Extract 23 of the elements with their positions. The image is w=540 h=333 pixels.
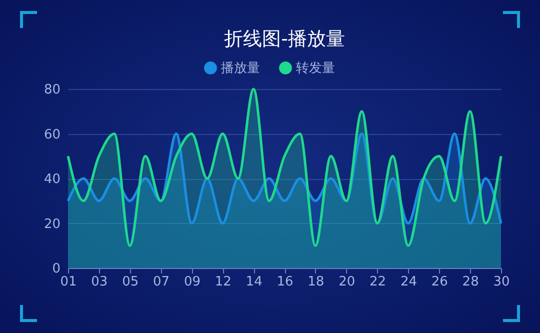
x-tick-label: 01 bbox=[60, 274, 77, 290]
x-tick-label: 03 bbox=[91, 274, 108, 290]
legend-label: 播放量 bbox=[221, 60, 260, 76]
x-tick-label: 22 bbox=[370, 274, 386, 290]
y-tick-label: 60 bbox=[44, 127, 60, 142]
x-tick-label: 18 bbox=[308, 274, 324, 290]
y-tick-label: 0 bbox=[52, 262, 60, 276]
x-tick-label: 12 bbox=[214, 274, 232, 290]
x-tick-label: 07 bbox=[153, 274, 170, 290]
x-tick-label: 14 bbox=[246, 274, 262, 290]
x-tick-label: 16 bbox=[276, 274, 294, 290]
y-tick-label: 40 bbox=[44, 172, 60, 187]
x-tick-label: 20 bbox=[338, 274, 356, 290]
x-tick-label: 05 bbox=[122, 274, 139, 290]
x-tick-label: 26 bbox=[431, 274, 448, 290]
chart-title: 折线图-播放量 bbox=[224, 28, 345, 50]
x-tick-label: 24 bbox=[400, 274, 417, 290]
x-tick-label: 28 bbox=[462, 274, 479, 290]
x-tick-label: 09 bbox=[184, 274, 200, 290]
x-tick-label: 30 bbox=[493, 274, 510, 290]
y-tick-label: 20 bbox=[44, 216, 60, 232]
y-tick-label: 80 bbox=[44, 82, 60, 98]
legend-label: 转发量 bbox=[296, 60, 335, 76]
